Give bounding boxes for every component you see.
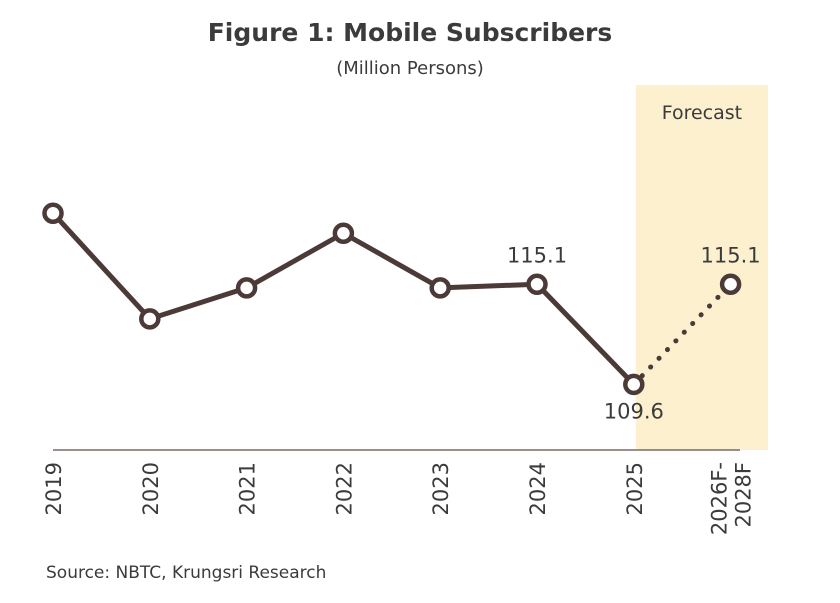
x-tick-2026f-2028f: 2026F- 2028F — [708, 462, 756, 535]
line-segment — [340, 230, 443, 291]
x-tick-label: 2024 — [526, 462, 550, 515]
chart-subtitle: (Million Persons) — [336, 58, 484, 79]
data-point-2023 — [429, 277, 451, 299]
x-tick-label: 2020 — [139, 462, 163, 515]
x-tick-2025: 2025 — [623, 462, 647, 515]
x-tick-label: 2019 — [42, 462, 66, 515]
data-point-2022 — [332, 222, 355, 244]
x-tick-label: 2025 — [623, 462, 647, 515]
x-tick-label: 2022 — [332, 462, 356, 515]
forecast-line-segment — [631, 281, 734, 387]
line-segment — [437, 281, 540, 291]
x-tick-label: 2021 — [236, 462, 260, 515]
x-tick-label: 2023 — [429, 462, 453, 515]
source-note: Source: NBTC, Krungsri Research — [46, 563, 327, 583]
chart-title: Figure 1: Mobile Subscribers — [207, 18, 613, 47]
forecast-band — [635, 85, 768, 450]
data-point-2025 — [623, 373, 645, 396]
x-tick-2023: 2023 — [429, 462, 453, 515]
data-label-2024: 115.1 — [507, 243, 567, 267]
x-tick-label: 2026F- — [708, 462, 732, 535]
data-label-2025: 109.6 — [604, 399, 664, 423]
data-point-2019 — [42, 202, 64, 224]
data-point-2024 — [526, 273, 548, 295]
x-tick-label: 2028F — [732, 462, 756, 528]
x-tick-2024: 2024 — [526, 462, 550, 515]
x-tick-2020: 2020 — [139, 462, 163, 515]
line-segment — [534, 281, 637, 387]
line-segment — [244, 230, 346, 291]
data-point-2020 — [139, 308, 161, 330]
x-tick-2022: 2022 — [332, 462, 356, 515]
x-tick-2019: 2019 — [42, 462, 66, 515]
forecast-label: Forecast — [662, 102, 742, 124]
x-tick-2021: 2021 — [236, 462, 260, 515]
line-segment — [50, 210, 153, 322]
data-point-2026f-2028f — [719, 273, 742, 295]
line-segment — [147, 285, 250, 322]
data-label-2026f-2028f: 115.1 — [701, 243, 761, 267]
data-point-2021 — [235, 277, 258, 299]
